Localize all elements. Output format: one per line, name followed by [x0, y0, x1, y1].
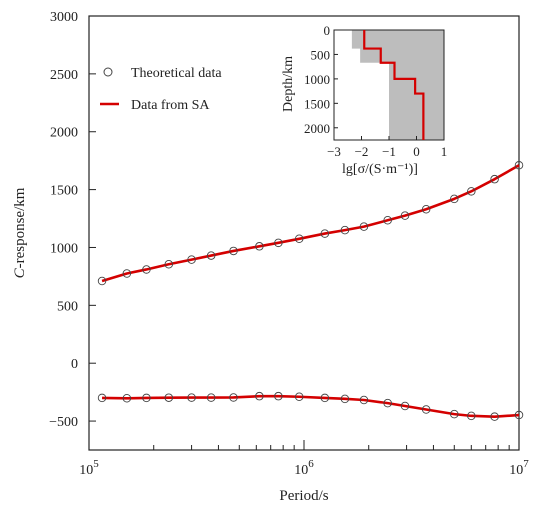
main-series — [97, 161, 524, 421]
theoretical-point-imaginary — [340, 394, 350, 404]
inset-x-axis-label: lg[σ/(S·m⁻¹)] — [342, 162, 418, 177]
inset-y-tick-label: 1500 — [304, 96, 330, 111]
inset-x-tick-label: 1 — [441, 144, 448, 159]
legend-label-sa: Data from SA — [131, 98, 210, 113]
inset-profile — [363, 30, 425, 140]
inset-tick-labels: −3 −2 −1 0 1 0 500 1000 1500 2000 — [304, 23, 447, 159]
inset-y-tick-label: 2000 — [304, 121, 330, 136]
inset-y-tick-label: 500 — [311, 47, 331, 62]
theoretical-point-real — [164, 259, 174, 269]
x-tick-label: 106 — [294, 458, 314, 478]
theoretical-point-real — [359, 222, 369, 231]
theoretical-point-real — [421, 205, 431, 214]
legend-marker-theoretical — [103, 67, 113, 77]
theoretical-point-imaginary — [255, 391, 264, 401]
y-axis-label: C-response/km — [12, 187, 28, 278]
y-tick-label: 2500 — [50, 68, 78, 83]
theoretical-point-imaginary — [490, 412, 499, 421]
theoretical-point-imaginary — [274, 391, 283, 401]
y-tick-label: −500 — [49, 415, 78, 430]
theoretical-point-imaginary — [142, 393, 151, 403]
x-tick-labels: 105 106 107 — [79, 458, 529, 478]
inset-x-tick-label: −1 — [382, 144, 396, 159]
theoretical-point-real — [97, 276, 107, 286]
x-axis-label: Period/s — [279, 488, 328, 504]
theoretical-point-real — [294, 234, 304, 244]
inset-chart: −3 −2 −1 0 1 0 500 1000 1500 2000 lg[σ/(S·m⁻¹)] D… — [281, 23, 447, 177]
theoretical-point-imaginary — [467, 411, 476, 421]
theoretical-point-real — [122, 269, 132, 278]
inset-y-tick-label: 0 — [324, 23, 331, 38]
theoretical-point-imaginary — [514, 410, 524, 420]
x-tick-label: 107 — [509, 458, 529, 478]
theoretical-point-real — [206, 251, 216, 260]
y-tick-label: 2000 — [50, 126, 78, 141]
theoretical-point-real — [229, 246, 238, 256]
inset-conductivity-band — [351, 30, 444, 140]
inset-conductivity-profile — [363, 30, 425, 140]
theoretical-point-imaginary — [383, 398, 392, 408]
y-tick-label: 1500 — [50, 184, 78, 199]
theoretical-point-imaginary — [421, 405, 431, 414]
theoretical-point-imaginary — [450, 409, 459, 419]
y-tick-label: 3000 — [50, 10, 78, 25]
inset-x-tick-label: 0 — [413, 144, 420, 159]
inset-ticks — [333, 29, 445, 140]
main-ticks — [88, 15, 520, 450]
theoretical-point-imaginary — [400, 401, 410, 411]
sa-line-imaginary — [102, 394, 520, 418]
legend-label-theoretical: Theoretical data — [131, 66, 222, 81]
y-tick-label: 500 — [57, 299, 78, 314]
theoretical-point-real — [400, 211, 410, 220]
theoretical-point-real — [320, 229, 330, 238]
theoretical-point-real — [490, 174, 499, 184]
y-tick-label: 1000 — [50, 241, 78, 256]
inset-x-tick-label: −3 — [327, 144, 341, 159]
theoretical-point-imaginary — [164, 393, 174, 402]
theoretical-point-imaginary — [206, 393, 216, 402]
theoretical-point-real — [340, 225, 350, 235]
theoretical-point-real — [383, 216, 392, 225]
legend: Theoretical data Data from SA — [100, 66, 222, 113]
theoretical-point-real — [514, 161, 524, 170]
theoretical-point-real — [187, 255, 196, 264]
y-tick-labels: −500 0 500 1000 1500 2000 2500 3000 — [49, 10, 78, 430]
theoretical-point-imaginary — [359, 395, 369, 405]
theoretical-point-imaginary — [294, 392, 304, 402]
theoretical-point-imaginary — [97, 393, 107, 403]
inset-y-tick-label: 1000 — [304, 72, 330, 87]
inset-y-axis-label: Depth/km — [281, 56, 296, 112]
theoretical-point-imaginary — [122, 394, 132, 403]
theoretical-point-real — [274, 238, 283, 248]
inset-band-area — [351, 30, 444, 140]
x-tick-label: 105 — [79, 458, 99, 478]
theoretical-point-imaginary — [187, 393, 196, 402]
theoretical-point-real — [255, 242, 264, 251]
theoretical-point-imaginary — [229, 393, 238, 402]
inset-x-tick-label: −2 — [355, 144, 369, 159]
y-tick-label: 0 — [71, 357, 78, 372]
theoretical-point-imaginary — [320, 393, 330, 403]
theoretical-point-real — [450, 194, 459, 204]
theoretical-point-real — [142, 265, 151, 274]
theoretical-point-real — [467, 187, 476, 196]
